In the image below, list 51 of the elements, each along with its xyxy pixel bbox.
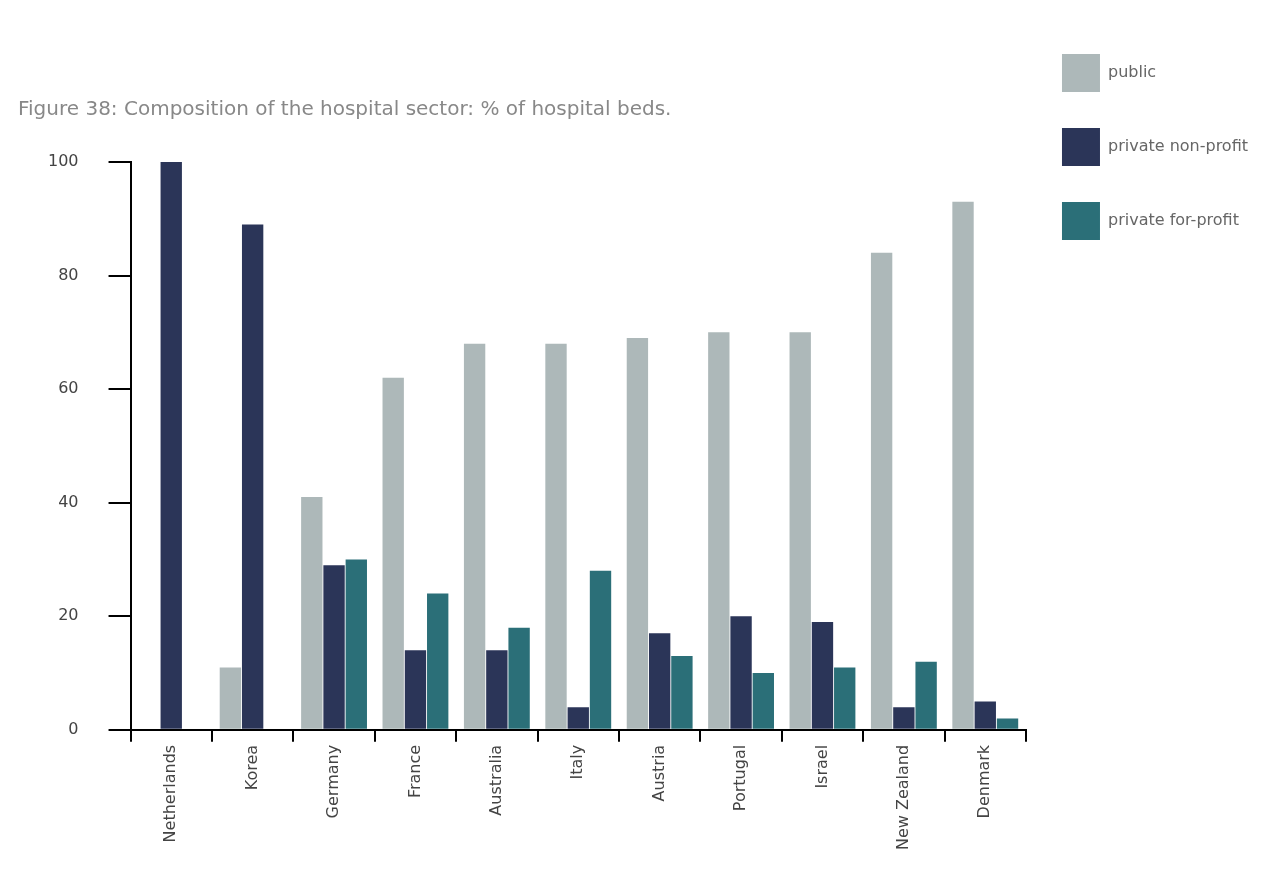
x-tick-label: Israel	[811, 744, 831, 789]
bar	[589, 570, 612, 729]
x-tick-label: Portugal	[730, 744, 750, 812]
y-tick-label: 60	[58, 378, 79, 398]
bar	[508, 627, 530, 729]
y-tick-label: 0	[68, 719, 79, 739]
legend-label: private for-profit	[1107, 210, 1239, 230]
y-tick-label: 100	[47, 151, 79, 171]
bar	[708, 332, 730, 729]
bar	[567, 707, 589, 729]
bar	[463, 343, 486, 729]
x-tick-label: Italy	[567, 744, 587, 780]
bar	[671, 656, 693, 729]
x-tick-label: Netherlands	[160, 744, 180, 843]
bar	[160, 162, 182, 729]
x-tick-label: Denmark	[974, 744, 994, 819]
bar	[648, 633, 671, 729]
bar	[382, 377, 404, 729]
bar	[789, 332, 811, 729]
x-tick-label: Korea	[241, 744, 261, 791]
bar	[811, 621, 834, 729]
bar	[730, 616, 752, 729]
x-tick-label: France	[404, 744, 424, 799]
y-tick-label: 80	[58, 264, 79, 284]
x-tick-label: Germany	[323, 744, 343, 819]
bar	[301, 497, 323, 729]
bar	[893, 707, 915, 729]
bar	[626, 338, 649, 729]
bar	[752, 673, 774, 729]
bar	[952, 201, 974, 729]
bar	[545, 343, 567, 729]
bar	[915, 661, 937, 729]
bar	[241, 224, 264, 729]
bar	[219, 667, 242, 729]
bar	[834, 667, 856, 729]
bar	[486, 650, 508, 729]
x-tick-label: Australia	[486, 744, 506, 816]
x-tick-label: New Zealand	[893, 744, 913, 850]
y-tick-label: 20	[58, 605, 79, 625]
y-tick-label: 40	[58, 491, 79, 511]
bar	[996, 718, 1019, 729]
legend-label: private non-profit	[1107, 136, 1249, 156]
bar	[870, 252, 893, 729]
legend-label: public	[1107, 62, 1157, 82]
bar	[323, 565, 345, 729]
bar	[345, 559, 367, 729]
bar	[404, 650, 427, 729]
chart-title: Figure 38: Composition of the hospital sector: % of hospital beds.	[18, 96, 672, 121]
bar	[427, 593, 449, 729]
bar	[974, 701, 996, 729]
x-tick-label: Austria	[648, 744, 668, 802]
